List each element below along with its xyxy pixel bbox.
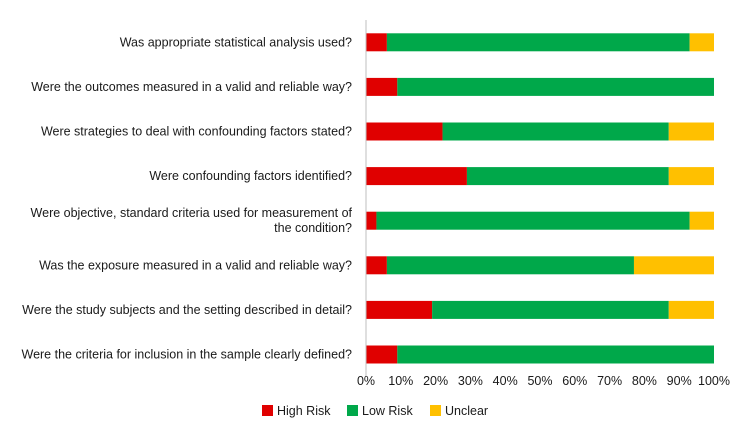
x-tick-label: 80% <box>632 374 657 388</box>
bar-unclear <box>633 256 714 275</box>
x-tick-label: 60% <box>562 374 587 388</box>
x-tick-label: 90% <box>667 374 692 388</box>
category-label: Were the study subjects and the setting … <box>22 303 352 317</box>
bar-low-risk <box>442 122 669 141</box>
legend: High Risk Low Risk Unclear <box>262 404 488 418</box>
legend-swatch <box>430 405 441 416</box>
category-label: Were the criteria for inclusion in the s… <box>22 348 353 362</box>
legend-label: Unclear <box>445 404 488 418</box>
bar-unclear <box>668 122 714 141</box>
bar-unclear <box>689 33 714 52</box>
x-tick-label: 20% <box>423 374 448 388</box>
bar-unclear <box>668 167 714 186</box>
x-tick-label: 10% <box>388 374 413 388</box>
bar-high-risk <box>366 33 387 52</box>
bar-high-risk <box>366 77 398 96</box>
category-label: Were the outcomes measured in a valid an… <box>31 80 352 94</box>
bar-low-risk <box>397 77 714 96</box>
category-labels: Was appropriate statistical analysis use… <box>22 35 353 361</box>
bar-low-risk <box>386 256 634 275</box>
category-label: Was the exposure measured in a valid and… <box>39 258 352 272</box>
x-tick-label: 40% <box>493 374 518 388</box>
legend-label: High Risk <box>277 404 331 418</box>
category-label: Was appropriate statistical analysis use… <box>120 35 352 49</box>
bar-high-risk <box>366 211 377 230</box>
bar-high-risk <box>366 345 398 364</box>
bars <box>366 33 714 364</box>
x-tick-label: 100% <box>698 374 730 388</box>
bar-low-risk <box>466 167 669 186</box>
legend-swatch <box>262 405 273 416</box>
bar-unclear <box>668 300 714 319</box>
bar-high-risk <box>366 122 443 141</box>
x-axis-ticks: 0% 10% 20% 30% 40% 50% 60% 70% 80% 90% 100% <box>357 374 730 388</box>
bar-low-risk <box>386 33 690 52</box>
bar-low-risk <box>376 211 690 230</box>
bar-high-risk <box>366 300 433 319</box>
x-tick-label: 0% <box>357 374 375 388</box>
category-label: Were strategies to deal with confounding… <box>41 125 352 139</box>
x-tick-label: 70% <box>597 374 622 388</box>
x-tick-label: 50% <box>527 374 552 388</box>
category-label: Were objective, standard criteria used f… <box>31 206 353 220</box>
bar-high-risk <box>366 256 387 275</box>
bar-low-risk <box>397 345 714 364</box>
legend-swatch <box>347 405 358 416</box>
legend-label: Low Risk <box>362 404 413 418</box>
bar-unclear <box>689 211 714 230</box>
bar-high-risk <box>366 167 467 186</box>
category-label: Were confounding factors identified? <box>149 169 352 183</box>
category-label: the condition? <box>274 221 352 235</box>
x-tick-label: 30% <box>458 374 483 388</box>
bar-low-risk <box>432 300 669 319</box>
